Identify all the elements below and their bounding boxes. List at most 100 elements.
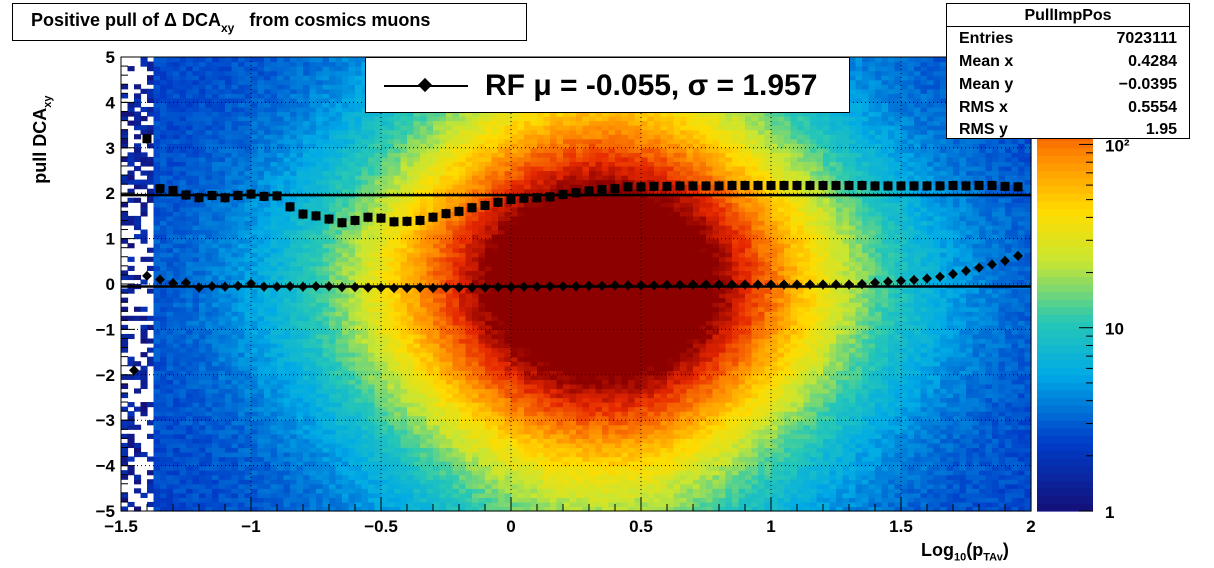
square-marker xyxy=(727,180,737,190)
square-marker xyxy=(818,180,828,190)
square-marker xyxy=(441,209,451,219)
square-marker xyxy=(740,180,750,190)
square-marker xyxy=(883,181,893,191)
square-marker xyxy=(922,181,932,191)
square-marker xyxy=(207,190,217,200)
x-tick-label: −0.5 xyxy=(364,517,398,536)
diamond-marker xyxy=(454,282,464,293)
square-marker xyxy=(181,190,191,200)
legend-box: RF μ = -0.055, σ = 1.957 xyxy=(365,57,850,113)
square-marker xyxy=(571,188,581,198)
square-marker xyxy=(285,202,295,212)
diamond-marker xyxy=(233,280,243,291)
square-marker xyxy=(415,215,425,225)
y-axis-label: pull DCAxy xyxy=(30,64,54,184)
square-marker xyxy=(545,192,555,202)
square-marker xyxy=(532,193,542,203)
square-marker xyxy=(649,181,659,191)
square-marker xyxy=(662,181,672,191)
diamond-marker xyxy=(1000,255,1010,266)
diamond-marker xyxy=(805,279,815,290)
chart-title-suffix: from cosmics muons xyxy=(249,10,431,30)
chart-title-prefix: Positive pull of Δ DCA xyxy=(31,10,221,30)
square-marker xyxy=(220,193,230,203)
square-marker xyxy=(779,180,789,190)
stats-title: PullImpPos xyxy=(947,4,1189,27)
square-marker xyxy=(363,212,373,222)
square-marker xyxy=(480,200,490,210)
square-marker xyxy=(870,181,880,191)
square-marker xyxy=(597,185,607,195)
square-marker xyxy=(376,213,386,223)
legend-diamond-marker xyxy=(417,77,433,93)
y-tick-label: 4 xyxy=(106,93,116,112)
square-marker xyxy=(766,180,776,190)
diamond-marker xyxy=(584,280,594,291)
square-marker xyxy=(272,191,282,201)
diamond-marker xyxy=(857,279,867,289)
diamond-marker xyxy=(324,281,334,292)
square-marker xyxy=(311,211,321,221)
stats-value: 0.4284 xyxy=(1128,53,1177,70)
chart-title: Positive pull of Δ DCAxy from cosmics mu… xyxy=(31,10,431,35)
y-tick-label: −2 xyxy=(96,366,115,385)
x-axis-label: Log10(pTAv) xyxy=(921,540,1009,564)
y-tick-label: 0 xyxy=(106,275,115,294)
diamond-marker xyxy=(675,279,685,290)
diamond-marker xyxy=(545,281,555,292)
x-tick-label: −1 xyxy=(241,517,260,536)
stats-key: Mean y xyxy=(959,76,1014,93)
diamond-marker xyxy=(168,278,178,289)
diamond-marker xyxy=(753,279,763,290)
square-marker xyxy=(584,186,594,196)
x-axis-label-sub: 10 xyxy=(954,551,967,564)
x-axis-label-open: (p xyxy=(966,540,984,560)
square-marker xyxy=(233,190,243,200)
diamond-marker xyxy=(415,282,425,293)
stats-value: 1.95 xyxy=(1145,121,1177,138)
diamond-marker xyxy=(883,276,893,287)
diamond-marker xyxy=(571,281,581,292)
y-tick-label: 3 xyxy=(106,139,115,158)
y-axis-label-sub: xy xyxy=(41,95,54,108)
square-marker xyxy=(337,218,347,228)
diamond-marker xyxy=(467,282,477,293)
stats-value: 0.5554 xyxy=(1128,99,1177,116)
stats-value: −0.0395 xyxy=(1118,76,1177,93)
diamond-marker xyxy=(337,282,347,293)
square-marker xyxy=(675,181,685,191)
square-marker xyxy=(623,182,633,192)
square-marker xyxy=(1013,182,1023,192)
diamond-marker xyxy=(298,281,308,292)
square-marker xyxy=(610,184,620,194)
diamond-marker xyxy=(779,279,789,290)
stats-key: RMS x xyxy=(959,99,1008,116)
square-marker xyxy=(857,180,867,190)
diamond-marker xyxy=(155,274,165,285)
square-marker xyxy=(493,197,503,207)
diamond-marker xyxy=(766,279,776,290)
stats-key: RMS y xyxy=(959,121,1008,138)
square-marker xyxy=(974,180,984,190)
diamond-marker xyxy=(207,281,217,292)
diamond-marker xyxy=(922,273,932,284)
diamond-marker xyxy=(727,279,737,290)
diamond-marker xyxy=(376,282,386,293)
square-marker xyxy=(792,180,802,190)
y-tick-label: 2 xyxy=(106,184,115,203)
stats-key: Entries xyxy=(959,30,1014,47)
z-tick-label: 10 xyxy=(1105,320,1124,339)
square-marker xyxy=(714,181,724,191)
x-tick-label: 2 xyxy=(1026,517,1035,536)
square-marker xyxy=(688,181,698,191)
x-tick-label: 0 xyxy=(506,517,515,536)
diamond-marker xyxy=(558,281,568,292)
square-marker xyxy=(155,184,165,194)
x-axis-label-close: ) xyxy=(1002,540,1009,560)
diamond-marker xyxy=(519,281,529,292)
square-marker xyxy=(753,180,763,190)
diamond-marker xyxy=(272,281,282,292)
diamond-marker xyxy=(480,282,490,293)
y-tick-label: 5 xyxy=(106,48,115,67)
